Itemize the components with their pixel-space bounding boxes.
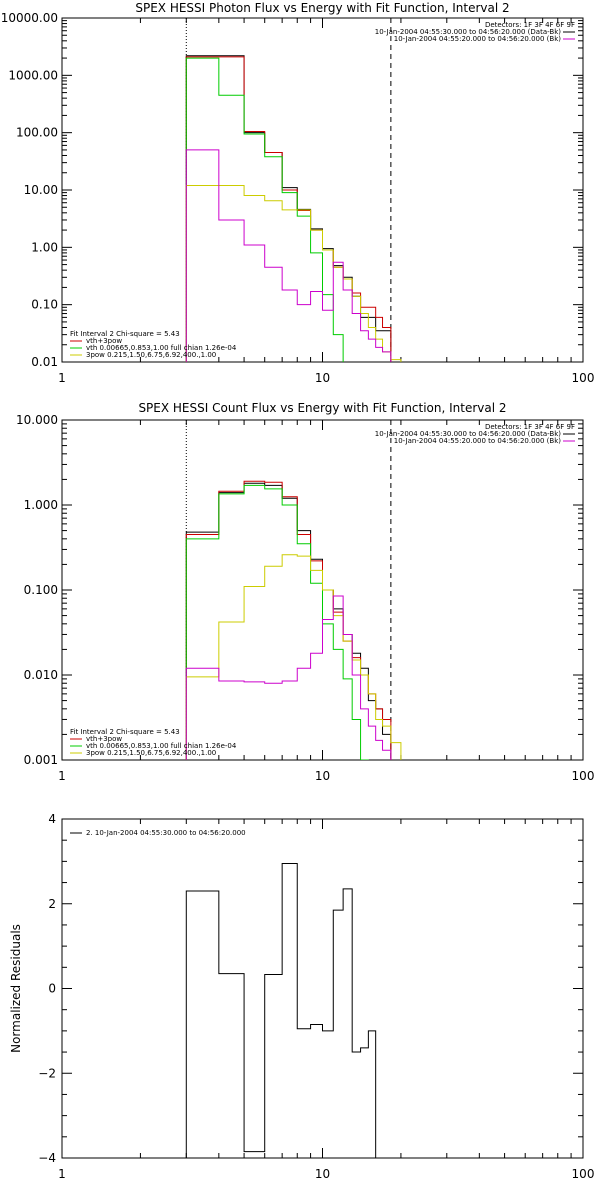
count-flux-panel: SPEX HESSI Count Flux vs Energy with Fit… bbox=[16, 401, 594, 783]
series-line-3 bbox=[185, 554, 402, 760]
legend-entry: vth 0.00665,0.853,1.00 full chian 1.26e-… bbox=[86, 344, 237, 352]
y-tick-label: 10.00 bbox=[24, 183, 58, 197]
chart-title: SPEX HESSI Photon Flux vs Energy with Fi… bbox=[135, 1, 509, 15]
x-tick-label: 100 bbox=[572, 371, 595, 385]
series-line-2 bbox=[185, 57, 344, 362]
series-group bbox=[185, 480, 402, 760]
legend-entry: vth+3pow bbox=[86, 735, 122, 743]
legend-entry: vth+3pow bbox=[86, 337, 122, 345]
series-line-0 bbox=[185, 862, 377, 1158]
y-tick-label: 4 bbox=[48, 812, 56, 826]
y-tick-label: 0.001 bbox=[24, 753, 58, 767]
legend-entry: Fit Interval 2 Chi-square = 5.43 bbox=[70, 728, 180, 736]
y-tick-label: 0.10 bbox=[31, 298, 58, 312]
legend-entry: vth 0.00665,0.853,1.00 full chian 1.26e-… bbox=[86, 742, 237, 750]
series-group bbox=[185, 862, 377, 1158]
legend-entry: Detectors: 1F 3F 4F 6F 9F bbox=[485, 423, 575, 431]
legend-entry: 10-Jan-2004 04:55:20.000 to 04:56:20.000… bbox=[394, 35, 562, 43]
y-tick-label: 0.100 bbox=[24, 583, 58, 597]
y-tick-label: 10000.00 bbox=[1, 11, 58, 25]
series-group bbox=[185, 55, 402, 362]
x-tick-label: 10 bbox=[315, 371, 330, 385]
x-tick-label: 10 bbox=[315, 1167, 330, 1181]
x-tick-label: 100 bbox=[572, 769, 595, 783]
y-tick-label: 0.010 bbox=[24, 668, 58, 682]
y-tick-label: −4 bbox=[38, 1151, 56, 1165]
y-tick-label: −2 bbox=[38, 1066, 56, 1080]
chart-title: SPEX HESSI Count Flux vs Energy with Fit… bbox=[138, 401, 506, 415]
x-tick-label: 1 bbox=[58, 769, 66, 783]
series-line-3 bbox=[185, 184, 402, 362]
y-tick-label: 100.00 bbox=[16, 126, 58, 140]
y-tick-label: 1.00 bbox=[31, 240, 58, 254]
photon-flux-panel: SPEX HESSI Photon Flux vs Energy with Fi… bbox=[1, 1, 595, 385]
legend-entry: 10-Jan-2004 04:55:30.000 to 04:56:20.000… bbox=[375, 430, 562, 438]
y-tick-label: 10.000 bbox=[16, 413, 58, 427]
legend-entry: Fit Interval 2 Chi-square = 5.43 bbox=[70, 330, 180, 338]
x-tick-label: 1 bbox=[58, 1167, 66, 1181]
legend-entry: 3pow 0.215,1.50,6.75,6.92,400.,1.00 bbox=[86, 351, 216, 359]
series-line-2 bbox=[185, 484, 369, 760]
residuals-panel: Normalized Residuals 1 10 100 4 2 0 −2 −4 2. 10-J… bbox=[9, 812, 594, 1181]
legend-entry: 3pow 0.215,1.50,6.75,6.92,400.,1.00 bbox=[86, 749, 216, 757]
legend-entry: 2. 10-Jan-2004 04:55:30.000 to 04:56:20.… bbox=[86, 829, 246, 837]
y-tick-label: 1.000 bbox=[24, 498, 58, 512]
legend-entry: Detectors: 1F 3F 4F 6F 9F bbox=[485, 21, 575, 29]
y-tick-label: 0.01 bbox=[31, 355, 58, 369]
y-tick-label: 1000.00 bbox=[8, 68, 58, 82]
x-tick-label: 100 bbox=[572, 1167, 595, 1181]
y-tick-label: 0 bbox=[48, 982, 56, 996]
series-line-4 bbox=[185, 149, 392, 362]
y-tick-label: 2 bbox=[48, 897, 56, 911]
series-line-4 bbox=[185, 595, 392, 760]
legend-entry: 10-Jan-2004 04:55:20.000 to 04:56:20.000… bbox=[394, 437, 562, 445]
plot-frame bbox=[61, 818, 584, 1159]
x-tick-label: 1 bbox=[58, 371, 66, 385]
x-tick-label: 10 bbox=[315, 769, 330, 783]
legend-entry: 10-Jan-2004 04:55:30.000 to 04:56:20.000… bbox=[375, 28, 562, 36]
y-axis-label: Normalized Residuals bbox=[9, 924, 23, 1053]
